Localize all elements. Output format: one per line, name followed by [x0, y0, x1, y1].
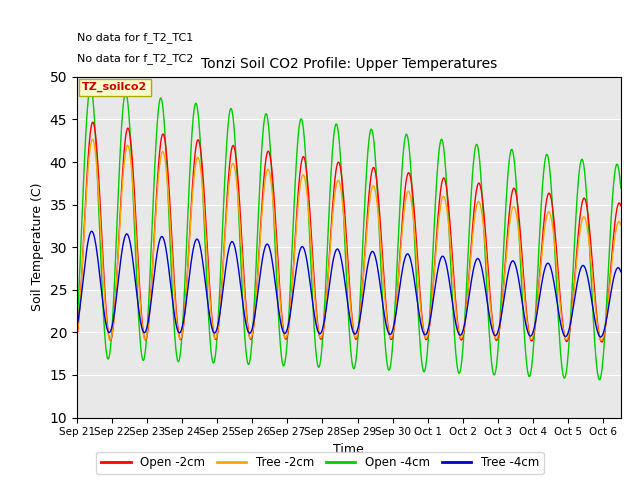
Tree -4cm: [597, 334, 605, 340]
Title: Tonzi Soil CO2 Profile: Upper Temperatures: Tonzi Soil CO2 Profile: Upper Temperatur…: [201, 58, 497, 72]
Open -2cm: [601, 327, 609, 333]
Tree -4cm: [116, 263, 124, 269]
Open -4cm: [510, 156, 518, 162]
Tree -4cm: [73, 324, 81, 330]
Tree -2cm: [128, 166, 136, 172]
Tree -2cm: [116, 220, 124, 226]
Open -2cm: [128, 148, 136, 154]
Open -2cm: [116, 215, 124, 220]
Tree -4cm: [88, 228, 95, 234]
Tree -4cm: [601, 324, 609, 330]
Open -2cm: [510, 185, 518, 191]
Text: No data for f_T2_TC2: No data for f_T2_TC2: [77, 53, 193, 64]
Tree -2cm: [278, 314, 285, 320]
Tree -4cm: [510, 259, 518, 264]
Tree -4cm: [528, 332, 536, 337]
Tree -2cm: [601, 326, 609, 332]
Tree -4cm: [128, 248, 136, 254]
Open -4cm: [73, 325, 81, 331]
Tree -4cm: [278, 324, 285, 329]
Open -2cm: [278, 310, 285, 315]
Line: Open -2cm: Open -2cm: [77, 122, 621, 342]
Tree -2cm: [598, 337, 605, 343]
Open -4cm: [601, 329, 609, 335]
Open -4cm: [116, 153, 124, 158]
Y-axis label: Soil Temperature (C): Soil Temperature (C): [31, 183, 44, 312]
Open -2cm: [617, 203, 625, 209]
Tree -2cm: [617, 222, 625, 228]
Line: Open -4cm: Open -4cm: [77, 87, 621, 380]
Open -2cm: [528, 338, 536, 344]
Tree -2cm: [528, 336, 536, 342]
Text: TZ_soilco2: TZ_soilco2: [82, 82, 147, 92]
Open -4cm: [617, 185, 625, 191]
Line: Tree -2cm: Tree -2cm: [77, 139, 621, 340]
Tree -4cm: [617, 269, 625, 275]
Open -4cm: [86, 84, 94, 90]
Open -4cm: [528, 361, 536, 367]
X-axis label: Time: Time: [333, 443, 364, 456]
Tree -2cm: [73, 333, 81, 338]
Text: No data for f_T2_TC1: No data for f_T2_TC1: [77, 33, 193, 43]
Open -2cm: [598, 339, 605, 345]
Open -4cm: [278, 354, 285, 360]
Open -4cm: [596, 377, 604, 383]
Tree -2cm: [89, 136, 97, 142]
Open -2cm: [73, 334, 81, 340]
Open -2cm: [89, 120, 97, 125]
Legend: Open -2cm, Tree -2cm, Open -4cm, Tree -4cm: Open -2cm, Tree -2cm, Open -4cm, Tree -4…: [97, 452, 543, 474]
Line: Tree -4cm: Tree -4cm: [77, 231, 621, 337]
Tree -2cm: [510, 204, 518, 210]
Open -4cm: [128, 158, 136, 164]
